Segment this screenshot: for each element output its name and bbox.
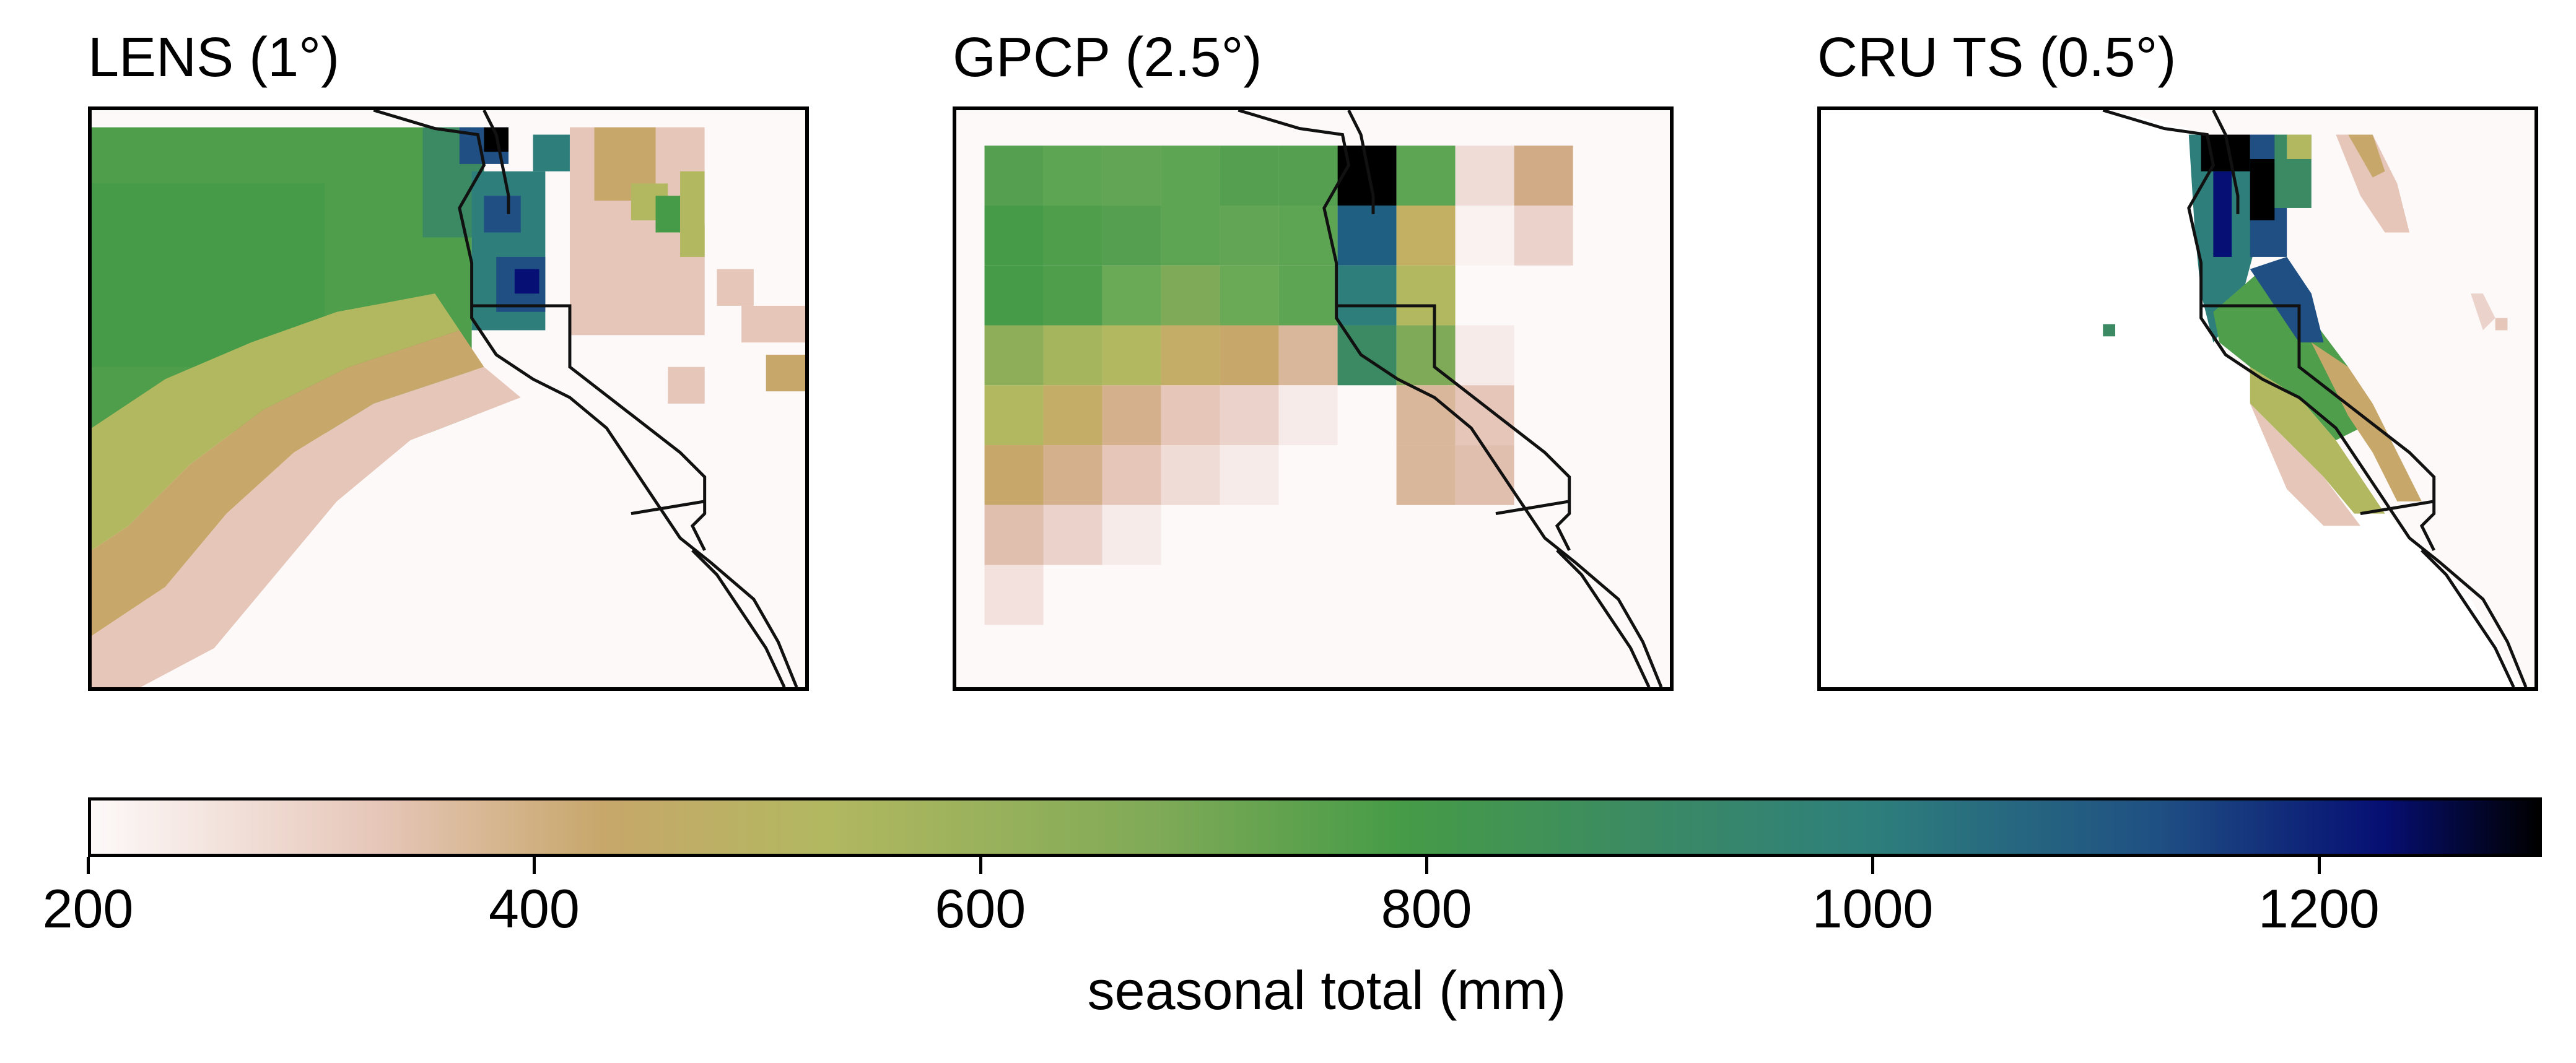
map-panel-lens [88, 106, 809, 691]
precip-field-cru [1821, 110, 2535, 687]
colorbar-tick-label: 600 [935, 878, 1026, 939]
coastline-lens [373, 110, 798, 687]
colorbar-tick-mark [87, 857, 90, 874]
precip-map-lens [92, 110, 805, 687]
precip-map-cru [1821, 110, 2535, 687]
panel-title-cru: CRU TS (0.5°) [1817, 27, 2177, 89]
precip-field-gpcp [984, 145, 1573, 625]
coastline-cru [2102, 110, 2528, 687]
panel-title-gpcp: GPCP (2.5°) [953, 27, 1262, 89]
map-panel-cru [1817, 106, 2538, 691]
colorbar [88, 797, 2542, 857]
coastline-gpcp [1238, 110, 1663, 687]
colorbar-tick-label: 1200 [2258, 878, 2380, 939]
colorbar-label: seasonal total (mm) [1087, 960, 1566, 1021]
panel-title-lens: LENS (1°) [88, 27, 340, 89]
precip-field-lens [92, 127, 805, 687]
map-panel-gpcp [953, 106, 1674, 691]
colorbar-tick-label: 400 [488, 878, 580, 939]
colorbar-tick-mark [979, 857, 982, 874]
colorbar-tick-label: 800 [1381, 878, 1472, 939]
colorbar-tick-mark [1425, 857, 1429, 874]
colorbar-tick-label: 200 [42, 878, 134, 939]
precip-map-gpcp [984, 110, 1663, 687]
colorbar-tick-mark [1871, 857, 1875, 874]
colorbar-tick-label: 1000 [1812, 878, 1934, 939]
colorbar-tick-mark [2317, 857, 2321, 874]
colorbar-tick-mark [533, 857, 536, 874]
